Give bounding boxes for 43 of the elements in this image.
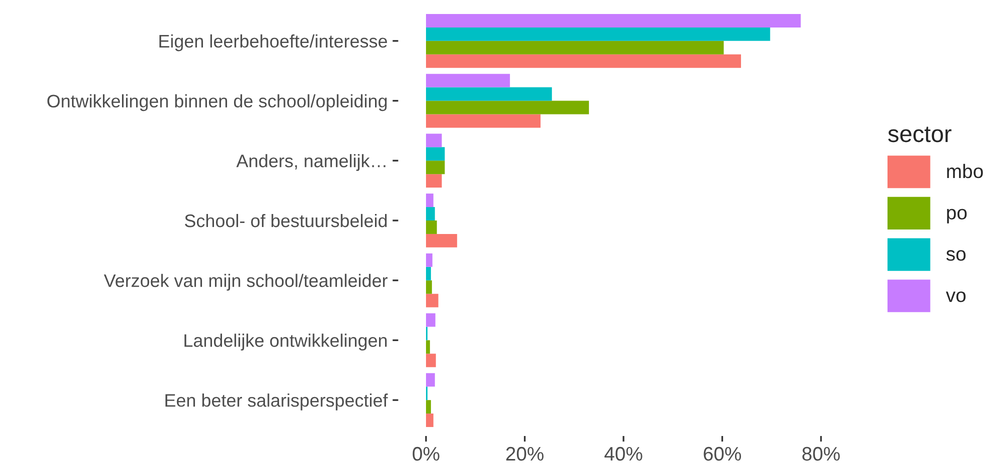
bar <box>426 354 436 368</box>
y-tick-label: School- of bestuursbeleid <box>184 214 387 228</box>
y-tick-label: Anders, namelijk… <box>236 154 386 171</box>
bar <box>426 174 442 188</box>
bar <box>426 234 458 248</box>
y-tick-label: Landelijke ontwikkelingen <box>184 334 387 351</box>
x-tick-label: 60% <box>704 446 742 461</box>
x-tick-label: 40% <box>604 446 642 461</box>
bar <box>426 114 541 128</box>
bar <box>426 194 434 208</box>
bar <box>426 340 430 354</box>
y-tick-label: Verzoek van mijn school/teamleider <box>104 274 388 291</box>
y-tick-label: Ontwikkelingen binnen de school/opleiding <box>47 94 387 112</box>
bar <box>426 414 434 428</box>
bar <box>426 266 431 280</box>
bar <box>426 134 442 148</box>
bar <box>426 220 437 234</box>
bar <box>426 373 435 387</box>
bar <box>426 294 438 308</box>
y-tick-label: Een beter salarisperspectief <box>165 394 388 410</box>
bar <box>426 54 742 68</box>
bar <box>426 313 436 327</box>
x-tick-label: 0% <box>412 446 440 461</box>
bar <box>426 14 801 28</box>
bar <box>426 400 431 414</box>
x-tick-label: 20% <box>506 446 544 461</box>
bar <box>426 207 435 220</box>
legend-label: po <box>947 208 967 224</box>
legend-title: sector <box>888 126 952 142</box>
legend-label: vo <box>946 291 966 302</box>
bar <box>426 100 589 114</box>
y-tick-label: Eigen leerbehoefte/interesse <box>159 34 388 52</box>
bar <box>426 27 770 41</box>
legend-label: mbo <box>947 164 983 178</box>
bar <box>426 160 445 174</box>
legend-label: so <box>946 250 966 261</box>
bar <box>426 280 432 294</box>
bar <box>426 40 724 54</box>
x-tick-label: 80% <box>802 446 840 461</box>
bar <box>426 147 445 161</box>
bar <box>426 74 510 88</box>
bar <box>426 253 432 267</box>
bar <box>426 87 552 101</box>
